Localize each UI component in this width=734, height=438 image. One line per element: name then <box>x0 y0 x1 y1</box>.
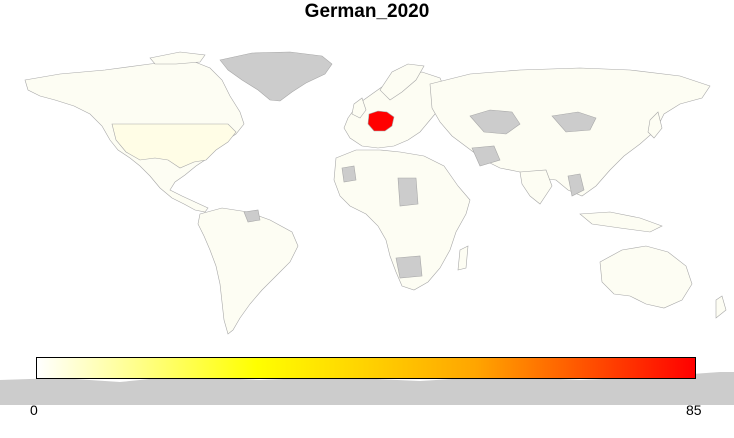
arctic-islands <box>149 51 206 65</box>
indonesia <box>579 211 663 233</box>
middle-east-no-data <box>471 145 501 167</box>
southeast-asia-no-data <box>567 173 585 197</box>
japan <box>647 111 663 139</box>
madagascar <box>457 245 469 271</box>
asia <box>429 67 711 197</box>
legend-min-label: 0 <box>30 402 38 418</box>
uk <box>351 97 367 119</box>
india <box>519 169 553 205</box>
antarctica <box>0 372 734 405</box>
map-title: German_2020 <box>304 1 430 22</box>
africa-no-data-2 <box>395 255 423 279</box>
africa-no-data-3 <box>341 165 357 183</box>
africa-no-data-1 <box>397 177 419 207</box>
legend-color-bar <box>36 357 696 379</box>
mongolia-no-data <box>551 111 597 133</box>
greenland <box>219 51 333 102</box>
scandinavia <box>379 63 425 101</box>
australia <box>599 245 693 309</box>
guianas <box>243 209 261 223</box>
legend-max-label: 85 <box>686 402 702 418</box>
new-zealand <box>715 295 727 319</box>
south-america <box>197 207 299 335</box>
africa <box>333 149 471 291</box>
united-states <box>111 123 237 169</box>
central-asia-no-data <box>469 109 521 135</box>
germany <box>367 110 395 132</box>
